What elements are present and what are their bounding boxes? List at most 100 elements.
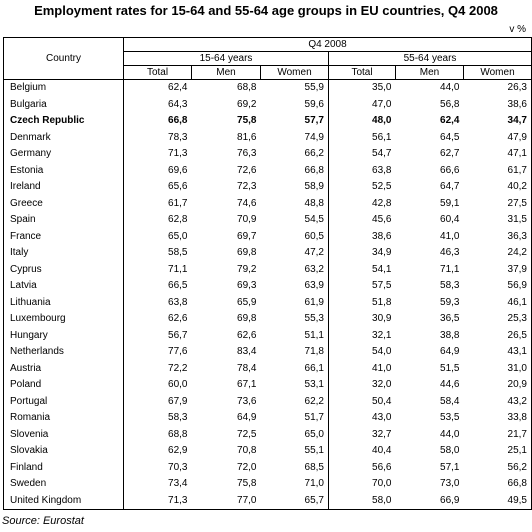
table-row: Ireland 65,6 72,3 58,9 52,5 64,7 40,2	[3, 179, 532, 196]
value-cell: 46,1	[463, 294, 532, 311]
value-cell: 69,7	[237, 230, 257, 242]
col-header-total: Total	[123, 65, 192, 80]
value-cell: 60,0	[168, 379, 188, 390]
country-cell: Cyprus	[3, 261, 124, 278]
value-cell: 71,1	[440, 263, 460, 275]
value-cell: 67,1	[237, 379, 257, 390]
country-cell: Germany	[3, 146, 124, 163]
value-cell: 57,7	[260, 113, 329, 130]
value-cell: 41,0	[440, 230, 460, 242]
unit-label: v %	[509, 24, 526, 35]
table-row: Slovenia 68,8 72,5 65,0 32,7 44,0 21,7	[3, 426, 532, 443]
value-cell: 72,3	[237, 181, 257, 192]
table-row: Belgium 62,4 68,8 55,9 35,0 44,0 26,3	[3, 79, 532, 97]
value-cell: 47,1	[463, 146, 532, 163]
value-cell: 79,2	[237, 263, 257, 275]
value-cell: 60,5	[260, 228, 329, 245]
country-cell: Poland	[3, 377, 124, 394]
value-cell: 58,0	[440, 445, 460, 456]
value-cell: 66,6	[440, 164, 460, 176]
value-cell: 38,6	[463, 96, 532, 113]
value-cell: 32,1	[372, 329, 392, 341]
country-cell: Belgium	[3, 79, 124, 97]
col-header-men: Men	[395, 65, 464, 80]
value-cell: 51,5	[440, 362, 460, 374]
table-row: Germany 71,3 76,3 66,2 54,7 62,7 47,1	[3, 146, 532, 163]
value-cell: 54,1	[372, 263, 392, 275]
group-header-15-64: 15-64 years	[123, 51, 329, 66]
value-cell: 68,8	[237, 82, 257, 93]
value-cell: 59,1	[440, 197, 460, 209]
value-cell: 78,4	[237, 362, 257, 374]
value-cell: 56,2	[463, 459, 532, 476]
value-cell: 83,4	[237, 346, 257, 357]
value-cell: 34,9	[372, 247, 392, 258]
value-cell: 30,9	[372, 313, 392, 324]
value-cell: 59,3	[440, 296, 460, 308]
value-cell: 58,4	[440, 395, 460, 407]
value-cell: 51,1	[260, 327, 329, 344]
value-cell: 70,3	[168, 461, 188, 473]
value-cell: 58,5	[168, 247, 188, 258]
value-cell: 36,5	[440, 313, 460, 324]
country-cell: Denmark	[3, 129, 124, 146]
col-header-women: Women	[463, 65, 532, 80]
value-cell: 66,8	[168, 115, 188, 126]
value-cell: 56,1	[372, 131, 392, 143]
country-cell: Slovakia	[3, 443, 124, 460]
table-row: Cyprus 71,1 79,2 63,2 54,1 71,1 37,9	[3, 261, 532, 278]
table-header: Country Q4 2008 15-64 years 55-64 years …	[3, 37, 532, 80]
table-row: Estonia 69,6 72,6 66,8 63,8 66,6 61,7	[3, 162, 532, 179]
value-cell: 62,9	[168, 445, 188, 456]
value-cell: 71,3	[168, 148, 188, 159]
value-cell: 72,0	[237, 461, 257, 473]
col-header-women: Women	[260, 65, 329, 80]
table-row: Latvia 66,5 69,3 63,9 57,5 58,3 56,9	[3, 278, 532, 295]
value-cell: 56,8	[440, 98, 460, 110]
value-cell: 74,9	[260, 129, 329, 146]
value-cell: 57,5	[372, 280, 392, 291]
country-cell: Finland	[3, 459, 124, 476]
value-cell: 44,6	[440, 379, 460, 390]
value-cell: 64,5	[440, 131, 460, 143]
employment-table: Country Q4 2008 15-64 years 55-64 years …	[3, 37, 532, 510]
value-cell: 71,1	[168, 263, 188, 275]
value-cell: 72,6	[237, 164, 257, 176]
value-cell: 77,6	[168, 346, 188, 357]
value-cell: 32,7	[372, 428, 392, 440]
country-cell: Latvia	[3, 278, 124, 295]
value-cell: 25,1	[463, 443, 532, 460]
table-row: Greece 61,7 74,6 48,8 42,8 59,1 27,5	[3, 195, 532, 212]
col-header-total: Total	[328, 65, 396, 80]
value-cell: 73,0	[440, 478, 460, 489]
country-cell: Lithuania	[3, 294, 124, 311]
value-cell: 43,2	[463, 393, 532, 410]
value-cell: 56,6	[372, 461, 392, 473]
country-cell: Netherlands	[3, 344, 124, 361]
country-cell: Sweden	[3, 476, 124, 493]
value-cell: 63,9	[260, 278, 329, 295]
value-cell: 71,8	[260, 344, 329, 361]
value-cell: 53,5	[440, 412, 460, 423]
value-cell: 75,8	[237, 478, 257, 489]
value-cell: 65,9	[237, 296, 257, 308]
value-cell: 50,4	[372, 395, 392, 407]
value-cell: 69,3	[237, 280, 257, 291]
value-cell: 68,5	[260, 459, 329, 476]
country-cell: United Kingdom	[3, 492, 124, 510]
value-cell: 42,8	[372, 197, 392, 209]
value-cell: 47,2	[260, 245, 329, 262]
value-cell: 69,6	[168, 164, 188, 176]
value-cell: 35,0	[372, 82, 392, 93]
group-header-55-64: 55-64 years	[328, 51, 532, 66]
value-cell: 58,9	[260, 179, 329, 196]
table-row: Czech Republic 66,8 75,8 57,7 48,0 62,4 34,7	[3, 113, 532, 130]
value-cell: 37,9	[463, 261, 532, 278]
value-cell: 51,8	[372, 296, 392, 308]
country-cell: France	[3, 228, 124, 245]
table-row: Spain 62,8 70,9 54,5 45,6 60,4 31,5	[3, 212, 532, 229]
table-row: Slovakia 62,9 70,8 55,1 40,4 58,0 25,1	[3, 443, 532, 460]
value-cell: 67,9	[168, 395, 188, 407]
table-row: Lithuania 63,8 65,9 61,9 51,8 59,3 46,1	[3, 294, 532, 311]
value-cell: 72,2	[168, 362, 188, 374]
